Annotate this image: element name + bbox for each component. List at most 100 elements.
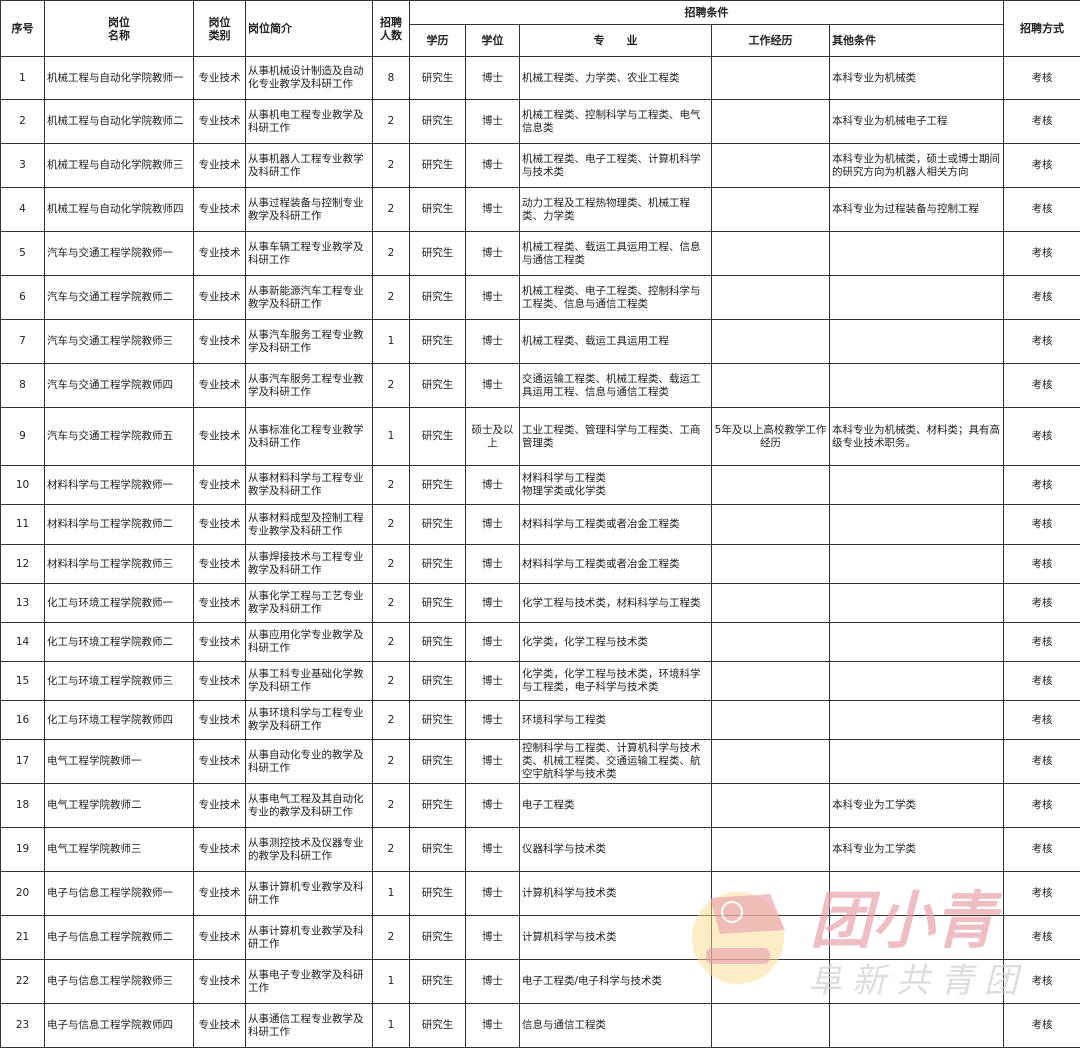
cell-intro: 从事材料科学与工程专业教学及科研工作	[245, 465, 373, 505]
cell-other: 本科专业为过程装备与控制工程	[828, 187, 1005, 232]
cell-intro: 从事机械设计制造及自动化专业教学及科研工作	[245, 56, 373, 100]
cell-category: 专业技术	[193, 99, 246, 144]
cell-other: 本科专业为机械类、材料类；具有高级专业技术职务。	[828, 407, 1005, 466]
cell-intro: 从事汽车服务工程专业教学及科研工作	[245, 363, 373, 408]
cell-degree: 博士	[465, 583, 520, 623]
cell-edu: 研究生	[409, 871, 466, 916]
cell-method: 考核	[1003, 622, 1080, 662]
cell-method: 考核	[1003, 319, 1080, 364]
cell-intro: 从事车辆工程专业教学及科研工作	[245, 231, 373, 276]
cell-method: 考核	[1003, 959, 1080, 1004]
cell-category: 专业技术	[193, 661, 246, 701]
cell-method: 考核	[1003, 187, 1080, 232]
cell-experience	[711, 622, 830, 662]
cell-no: 1	[0, 56, 45, 100]
cell-category: 专业技术	[193, 319, 246, 364]
header-intro: 岗位简介	[245, 0, 373, 57]
table-row: 18 电气工程学院教师二 专业技术 从事电气工程及其自动化专业的教学及科研工作 2 研究生…	[0, 783, 1080, 828]
cell-other	[828, 231, 1005, 276]
cell-count: 2	[372, 231, 410, 276]
cell-intro: 从事标准化工程专业教学及科研工作	[245, 407, 373, 466]
cell-count: 2	[372, 363, 410, 408]
cell-degree: 博士	[465, 363, 520, 408]
cell-method: 考核	[1003, 1003, 1080, 1048]
cell-intro: 从事计算机专业教学及科研工作	[245, 915, 373, 960]
cell-count: 2	[372, 622, 410, 662]
cell-category: 专业技术	[193, 1003, 246, 1048]
cell-name: 材料科学与工程学院教师二	[44, 504, 194, 545]
cell-count: 2	[372, 544, 410, 584]
cell-no: 21	[0, 915, 45, 960]
cell-experience	[711, 871, 830, 916]
cell-category: 专业技术	[193, 363, 246, 408]
cell-other	[828, 363, 1005, 408]
cell-name: 机械工程与自动化学院教师四	[44, 187, 194, 232]
cell-category: 专业技术	[193, 700, 246, 740]
cell-degree: 博士	[465, 783, 520, 828]
cell-method: 考核	[1003, 56, 1080, 100]
cell-count: 1	[372, 871, 410, 916]
cell-count: 2	[372, 275, 410, 320]
cell-name: 材料科学与工程学院教师三	[44, 544, 194, 584]
cell-count: 2	[372, 187, 410, 232]
cell-no: 10	[0, 465, 45, 505]
cell-name: 电子与信息工程学院教师四	[44, 1003, 194, 1048]
cell-degree: 博士	[465, 544, 520, 584]
cell-category: 专业技术	[193, 407, 246, 466]
cell-name: 电子与信息工程学院教师三	[44, 959, 194, 1004]
cell-intro: 从事测控技术及仪器专业的教学及科研工作	[245, 827, 373, 872]
cell-major: 材料科学与工程类或者冶金工程类	[519, 544, 712, 584]
cell-name: 汽车与交通工程学院教师一	[44, 231, 194, 276]
cell-experience	[711, 363, 830, 408]
cell-other	[828, 739, 1005, 784]
cell-degree: 博士	[465, 827, 520, 872]
table-row: 6 汽车与交通工程学院教师二 专业技术 从事新能源汽车工程专业教学及科研工作 2 研究生博…	[0, 275, 1080, 320]
cell-name: 汽车与交通工程学院教师四	[44, 363, 194, 408]
cell-degree: 博士	[465, 700, 520, 740]
cell-edu: 研究生	[409, 622, 466, 662]
cell-name: 化工与环境工程学院教师三	[44, 661, 194, 701]
cell-degree: 博士	[465, 319, 520, 364]
table-row: 13 化工与环境工程学院教师一 专业技术 从事化学工程与工艺专业教学及科研工作 2 研究生…	[0, 583, 1080, 623]
cell-no: 22	[0, 959, 45, 1004]
cell-other	[828, 871, 1005, 916]
cell-major: 工业工程类、管理科学与工程类、工商管理类	[519, 407, 712, 466]
cell-no: 19	[0, 827, 45, 872]
cell-major: 机械工程类、力学类、农业工程类	[519, 56, 712, 100]
cell-major: 仪器科学与技术类	[519, 827, 712, 872]
table-row: 5 汽车与交通工程学院教师一 专业技术 从事车辆工程专业教学及科研工作 2 研究生 博士 机械…	[0, 231, 1080, 276]
cell-major: 电子工程类	[519, 783, 712, 828]
cell-intro: 从事汽车服务工程专业教学及科研工作	[245, 319, 373, 364]
cell-name: 机械工程与自动化学院教师一	[44, 56, 194, 100]
header-count: 招聘 人数	[372, 0, 410, 57]
cell-method: 考核	[1003, 99, 1080, 144]
cell-category: 专业技术	[193, 622, 246, 662]
cell-edu: 研究生	[409, 959, 466, 1004]
cell-major: 机械工程类、电子工程类、控制科学与工程类、信息与通信工程类	[519, 275, 712, 320]
cell-category: 专业技术	[193, 143, 246, 188]
cell-major: 化学工程与技术类，材料科学与工程类	[519, 583, 712, 623]
cell-name: 汽车与交通工程学院教师五	[44, 407, 194, 466]
cell-experience	[711, 544, 830, 584]
cell-no: 5	[0, 231, 45, 276]
cell-edu: 研究生	[409, 275, 466, 320]
cell-count: 2	[372, 783, 410, 828]
table-row: 14 化工与环境工程学院教师二 专业技术 从事应用化学专业教学及科研工作 2 研究生 博士化…	[0, 622, 1080, 662]
cell-method: 考核	[1003, 661, 1080, 701]
cell-name: 材料科学与工程学院教师一	[44, 465, 194, 505]
cell-name: 机械工程与自动化学院教师二	[44, 99, 194, 144]
cell-degree: 博士	[465, 465, 520, 505]
cell-edu: 研究生	[409, 827, 466, 872]
cell-no: 14	[0, 622, 45, 662]
cell-degree: 博士	[465, 275, 520, 320]
cell-name: 化工与环境工程学院教师二	[44, 622, 194, 662]
cell-other	[828, 915, 1005, 960]
cell-method: 考核	[1003, 544, 1080, 584]
cell-experience	[711, 1003, 830, 1048]
cell-intro: 从事电气工程及其自动化专业的教学及科研工作	[245, 783, 373, 828]
cell-name: 机械工程与自动化学院教师三	[44, 143, 194, 188]
cell-name: 汽车与交通工程学院教师三	[44, 319, 194, 364]
header-degree: 学位	[465, 24, 520, 57]
header-name: 岗位 名称	[44, 0, 194, 57]
cell-intro: 从事新能源汽车工程专业教学及科研工作	[245, 275, 373, 320]
